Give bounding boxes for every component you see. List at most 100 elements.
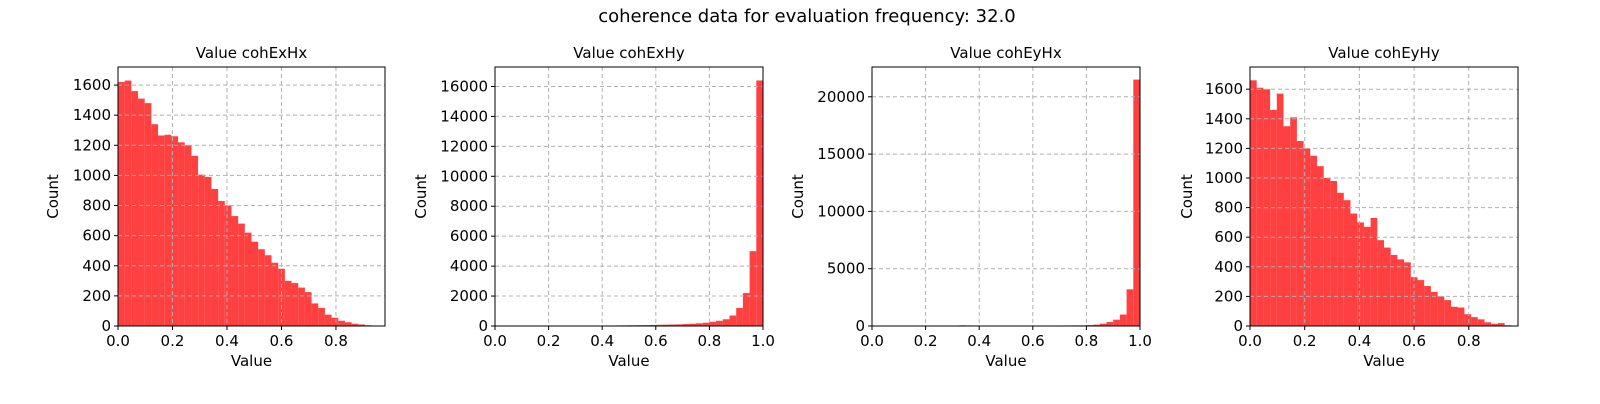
histogram-bar <box>238 224 245 326</box>
x-axis-label: Value <box>1363 352 1404 370</box>
subplot-title: Value cohEyHx <box>950 44 1062 62</box>
histogram-bar <box>1351 214 1358 326</box>
x-tick-label: 0.2 <box>161 332 185 350</box>
x-tick-label: 0.0 <box>483 332 507 350</box>
histogram-bar <box>125 81 132 326</box>
y-tick-label: 400 <box>1214 258 1243 276</box>
histogram-bar <box>332 318 339 326</box>
histogram-bar <box>1478 319 1485 326</box>
y-tick-label: 200 <box>82 287 111 305</box>
y-axis-label: Count <box>789 174 807 219</box>
subplot-title: Value cohExHy <box>573 44 685 62</box>
y-tick-label: 1400 <box>1205 110 1243 128</box>
y-tick-label: 8000 <box>450 197 488 215</box>
histogram-bar <box>158 136 165 326</box>
y-tick-label: 1000 <box>73 166 111 184</box>
histogram-bar <box>750 251 757 326</box>
y-tick-label: 16000 <box>440 77 488 95</box>
histogram-bar <box>252 242 259 326</box>
y-tick-label: 600 <box>82 227 111 245</box>
x-tick-label: 0.6 <box>1402 332 1426 350</box>
histogram-bar <box>1431 292 1438 326</box>
y-tick-label: 1200 <box>73 136 111 154</box>
x-tick-label: 0.2 <box>537 332 561 350</box>
y-tick-label: 14000 <box>440 107 488 125</box>
x-tick-label: 0.4 <box>1347 332 1371 350</box>
histogram-bar <box>191 156 198 326</box>
x-tick-label: 0.4 <box>590 332 614 350</box>
y-tick-label: 6000 <box>450 227 488 245</box>
histogram-bar <box>245 233 252 326</box>
histogram-bar <box>709 322 716 326</box>
histogram-bar <box>338 321 345 326</box>
x-axis-label: Value <box>231 352 272 370</box>
histogram-bars <box>118 81 378 326</box>
x-tick-label: 0.6 <box>1021 332 1045 350</box>
x-tick-label: 0.4 <box>215 332 239 350</box>
histogram-bar <box>258 249 265 326</box>
histogram-bar <box>1250 80 1257 326</box>
histogram-bar <box>1257 88 1264 326</box>
subplot-2: 02000400060008000100001200014000160000.0… <box>412 44 775 370</box>
histogram-bar <box>118 82 125 326</box>
histogram-bar <box>1310 156 1317 326</box>
histogram-bar <box>1277 94 1284 326</box>
histogram-bar <box>205 177 212 326</box>
y-tick-label: 800 <box>1214 199 1243 217</box>
figure-title: coherence data for evaluation frequency:… <box>598 6 1016 27</box>
histogram-bar <box>198 175 205 326</box>
histogram-bar <box>1458 308 1465 327</box>
x-tick-label: 0.2 <box>1293 332 1317 350</box>
y-tick-label: 400 <box>82 257 111 275</box>
histogram-bars <box>952 80 1140 326</box>
x-tick-label: 0.6 <box>644 332 668 350</box>
histogram-bar <box>736 308 743 326</box>
x-tick-label: 0.4 <box>967 332 991 350</box>
histogram-bar <box>1397 259 1404 326</box>
histogram-bar <box>1337 193 1344 326</box>
y-tick-label: 1600 <box>73 76 111 94</box>
histogram-bar <box>1127 289 1134 326</box>
histogram-bar <box>325 315 332 326</box>
y-axis-label: Count <box>412 174 430 219</box>
y-tick-label: 1400 <box>73 106 111 124</box>
subplot-title: Value cohEyHy <box>1328 44 1440 62</box>
y-tick-label: 10000 <box>817 202 865 220</box>
histogram-bar <box>756 80 763 326</box>
histogram-bar <box>1444 300 1451 326</box>
y-axis-label: Count <box>1178 174 1196 219</box>
histogram-bars <box>1250 80 1511 326</box>
x-tick-label: 0.8 <box>1457 332 1481 350</box>
histogram-bar <box>131 91 138 326</box>
histogram-bar <box>1317 166 1324 326</box>
histogram-bar <box>138 99 145 326</box>
histogram-bar <box>1330 181 1337 326</box>
histogram-bar <box>1485 322 1492 326</box>
histogram-bar <box>292 283 299 326</box>
histogram-bar <box>1424 286 1431 326</box>
subplot-title: Value cohExHx <box>196 44 308 62</box>
y-tick-label: 1600 <box>1205 80 1243 98</box>
histogram-bar <box>1344 200 1351 326</box>
histogram-bar <box>1471 317 1478 326</box>
histogram-bar <box>218 201 225 326</box>
histogram-bar <box>1297 141 1304 326</box>
histogram-bar <box>305 292 312 326</box>
y-tick-label: 5000 <box>827 260 865 278</box>
histogram-bar <box>1270 110 1277 326</box>
histogram-bar <box>1133 80 1140 326</box>
x-tick-label: 0.8 <box>324 332 348 350</box>
histogram-bar <box>285 281 292 326</box>
histogram-bar <box>1377 240 1384 326</box>
histogram-bar <box>743 293 750 326</box>
y-tick-label: 1000 <box>1205 169 1243 187</box>
y-tick-label: 20000 <box>817 88 865 106</box>
histogram-bar <box>1357 222 1364 326</box>
histogram-bar <box>1464 314 1471 326</box>
histogram-bar <box>178 142 185 326</box>
histogram-bar <box>1324 178 1331 326</box>
